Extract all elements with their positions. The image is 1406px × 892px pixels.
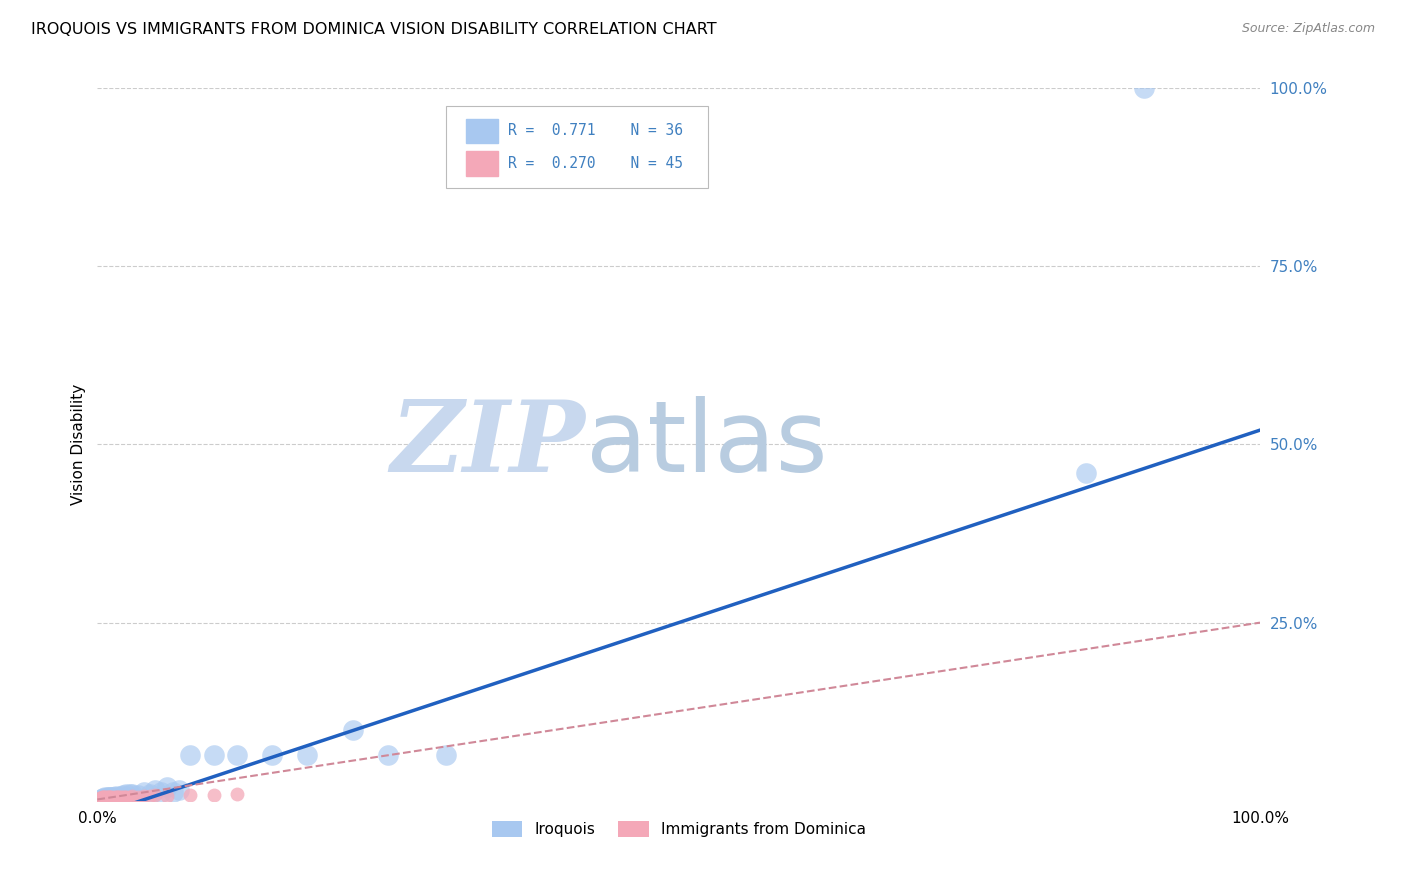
Text: R =  0.270    N = 45: R = 0.270 N = 45 [508,156,683,171]
Text: R =  0.771    N = 36: R = 0.771 N = 36 [508,123,683,138]
Point [260,747,283,762]
Point [91,791,114,805]
Point [98,791,121,805]
Point [138,789,160,803]
Point [114,789,136,804]
Point [93,791,115,805]
Point [101,791,124,805]
Point [90,791,112,805]
Point [98,791,121,805]
Point [89,791,111,805]
Point [162,784,184,798]
Point [295,747,318,762]
Point [1132,81,1154,95]
Point [100,790,122,805]
Point [91,791,114,805]
Point [115,787,138,801]
Point [96,790,118,805]
Point [156,780,179,794]
Point [104,790,127,805]
Point [98,791,121,805]
Point [96,791,118,805]
Point [377,747,399,762]
Point [121,787,143,801]
Point [100,789,122,804]
Point [111,788,134,802]
Point [100,791,122,805]
Point [101,790,124,805]
Y-axis label: Vision Disability: Vision Disability [72,384,86,505]
Point [107,789,129,804]
Point [138,787,160,801]
Bar [465,152,499,176]
Text: atlas: atlas [586,396,827,493]
Point [98,790,121,805]
Point [96,791,118,805]
Point [91,791,114,805]
Point [104,789,127,803]
Point [127,789,149,804]
Point [108,790,131,805]
Point [145,783,167,797]
Point [94,791,117,805]
Point [90,791,112,805]
Point [167,783,190,797]
Point [94,790,117,805]
Point [115,790,138,805]
Text: IROQUOIS VS IMMIGRANTS FROM DOMINICA VISION DISABILITY CORRELATION CHART: IROQUOIS VS IMMIGRANTS FROM DOMINICA VIS… [31,22,717,37]
FancyBboxPatch shape [446,106,707,187]
Point [98,789,121,804]
Point [89,791,111,805]
Point [94,790,117,805]
Point [156,789,179,803]
Point [97,789,120,804]
Point [225,788,247,802]
Point [118,789,141,804]
Point [98,790,121,805]
Point [90,791,112,805]
Bar [465,119,499,143]
Legend: Iroquois, Immigrants from Dominica: Iroquois, Immigrants from Dominica [485,815,872,843]
Point [225,747,247,762]
Point [93,791,115,805]
Point [91,790,114,805]
Point [179,747,201,762]
Text: Source: ZipAtlas.com: Source: ZipAtlas.com [1241,22,1375,36]
Point [202,747,225,762]
Text: ZIP: ZIP [391,396,586,492]
Point [179,788,201,802]
Point [127,788,149,802]
Point [118,788,141,802]
Point [132,789,155,803]
Point [103,790,125,805]
Point [91,791,114,805]
Point [87,791,110,805]
Point [150,785,173,799]
Point [93,790,115,805]
Point [91,789,114,804]
Point [107,790,129,805]
Point [132,785,155,799]
Point [111,790,134,805]
Point [434,747,457,762]
Point [97,790,120,805]
Point [104,791,127,805]
Point [1074,466,1097,480]
Point [110,790,132,805]
Point [104,790,127,805]
Point [342,723,364,737]
Point [110,789,132,803]
Point [145,788,167,802]
Point [105,790,128,805]
Point [97,791,120,805]
Point [202,788,225,802]
Point [121,789,143,803]
